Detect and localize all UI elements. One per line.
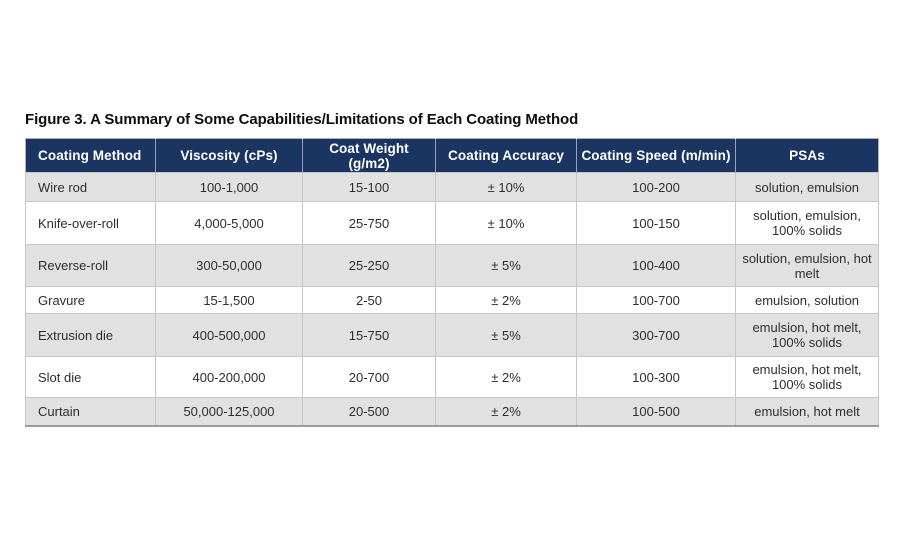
cell-coating-accuracy: ± 5% <box>435 313 577 357</box>
cell-coat-weight: 20-500 <box>302 397 436 426</box>
table-body: Wire rod 100-1,000 15-100 ± 10% 100-200 solut… <box>25 172 879 426</box>
cell-coating-method: Gravure <box>25 286 156 314</box>
cell-viscosity: 400-500,000 <box>155 313 303 357</box>
cell-coat-weight: 25-750 <box>302 201 436 245</box>
figure-title: Figure 3. A Summary of Some Capabilities… <box>25 111 579 128</box>
cell-coat-weight: 15-750 <box>302 313 436 357</box>
cell-coat-weight: 15-100 <box>302 172 436 202</box>
column-header: Coat Weight (g/m2) <box>302 138 436 173</box>
cell-psas: solution, emulsion <box>735 172 879 202</box>
cell-psas: emulsion, solution <box>735 286 879 314</box>
cell-coating-method: Slot die <box>25 356 156 398</box>
cell-coating-method: Wire rod <box>25 172 156 202</box>
cell-coating-accuracy: ± 10% <box>435 201 577 245</box>
cell-coating-speed: 100-150 <box>576 201 736 245</box>
cell-coating-method: Knife-over-roll <box>25 201 156 245</box>
cell-viscosity: 4,000-5,000 <box>155 201 303 245</box>
column-header: Coating Speed (m/min) <box>576 138 736 173</box>
cell-coating-speed: 100-200 <box>576 172 736 202</box>
column-header: Coating Accuracy <box>435 138 577 173</box>
coating-methods-table: Coating Method Viscosity (cPs) Coat Weight… <box>25 138 879 427</box>
cell-coating-speed: 300-700 <box>576 313 736 357</box>
cell-viscosity: 400-200,000 <box>155 356 303 398</box>
table-row: Slot die 400-200,000 20-700 ± 2% 100-300 emul… <box>25 356 879 398</box>
cell-coating-method: Extrusion die <box>25 313 156 357</box>
cell-coat-weight: 2-50 <box>302 286 436 314</box>
column-header: PSAs <box>735 138 879 173</box>
cell-psas: solution, emulsion, 100% solids <box>735 201 879 245</box>
cell-psas: emulsion, hot melt, 100% solids <box>735 313 879 357</box>
cell-viscosity: 100-1,000 <box>155 172 303 202</box>
cell-viscosity: 300-50,000 <box>155 244 303 287</box>
table-row: Knife-over-roll 4,000-5,000 25-750 ± 10% 100… <box>25 201 879 245</box>
header-row: Coating Method Viscosity (cPs) Coat Weight… <box>25 138 879 173</box>
table-row: Curtain 50,000-125,000 20-500 ± 2% 100-500 em… <box>25 397 879 426</box>
cell-viscosity: 15-1,500 <box>155 286 303 314</box>
cell-psas: emulsion, hot melt <box>735 397 879 426</box>
cell-coat-weight: 25-250 <box>302 244 436 287</box>
cell-coat-weight: 20-700 <box>302 356 436 398</box>
cell-coating-accuracy: ± 5% <box>435 244 577 287</box>
cell-coating-method: Curtain <box>25 397 156 426</box>
table-row: Extrusion die 400-500,000 15-750 ± 5% 300-70… <box>25 313 879 357</box>
cell-coating-accuracy: ± 2% <box>435 356 577 398</box>
cell-viscosity: 50,000-125,000 <box>155 397 303 426</box>
cell-coating-method: Reverse-roll <box>25 244 156 287</box>
cell-psas: emulsion, hot melt, 100% solids <box>735 356 879 398</box>
table-row: Wire rod 100-1,000 15-100 ± 10% 100-200 solut… <box>25 172 879 202</box>
cell-coating-speed: 100-500 <box>576 397 736 426</box>
cell-coating-accuracy: ± 2% <box>435 286 577 314</box>
column-header: Coating Method <box>25 138 156 173</box>
cell-coating-speed: 100-700 <box>576 286 736 314</box>
table-row: Gravure 15-1,500 2-50 ± 2% 100-700 emulsion, … <box>25 286 879 314</box>
cell-coating-accuracy: ± 10% <box>435 172 577 202</box>
cell-coating-accuracy: ± 2% <box>435 397 577 426</box>
column-header: Viscosity (cPs) <box>155 138 303 173</box>
table-row: Reverse-roll 300-50,000 25-250 ± 5% 100-400 s… <box>25 244 879 287</box>
cell-coating-speed: 100-300 <box>576 356 736 398</box>
cell-psas: solution, emulsion, hot melt <box>735 244 879 287</box>
cell-coating-speed: 100-400 <box>576 244 736 287</box>
